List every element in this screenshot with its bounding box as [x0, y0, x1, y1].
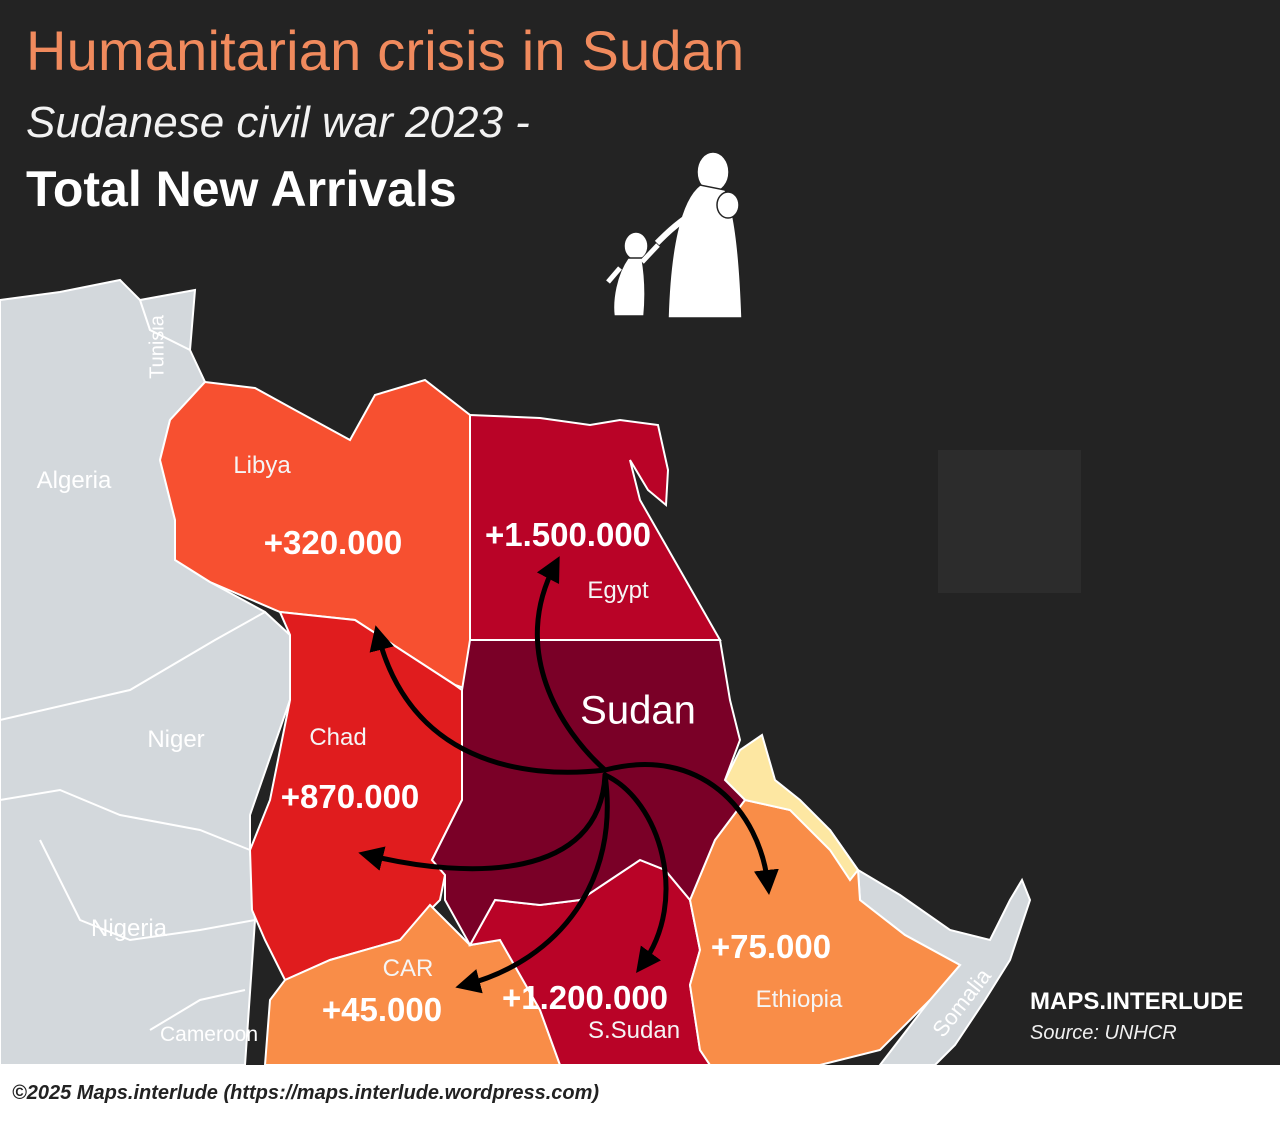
- value-south-sudan: +1.200.000: [501, 979, 669, 1016]
- arrow-to-libya: [369, 625, 608, 775]
- brand-name: MAPS.INTERLUDE: [1030, 988, 1244, 1015]
- arrow-to-car: [455, 772, 610, 994]
- map-svg: [0, 151, 1032, 1065]
- arrow-to-ethiopia: [602, 762, 779, 895]
- value-chad: +870.000: [280, 778, 420, 815]
- label-tunisia: Tunisia: [146, 315, 169, 379]
- label-sudan: Sudan: [580, 688, 696, 733]
- value-car: +45.000: [321, 991, 443, 1028]
- map-canvas: Humanitarian crisis in Sudan Sudanese ci…: [0, 0, 1280, 1065]
- page-subtitle: Sudanese civil war 2023 -: [26, 98, 530, 147]
- page-title: Humanitarian crisis in Sudan: [26, 19, 745, 82]
- label-niger: Niger: [147, 726, 205, 753]
- region-egypt: [469, 413, 722, 641]
- section-heading: Total New Arrivals: [26, 161, 457, 217]
- flow-arrows: [358, 556, 779, 994]
- label-car: CAR: [382, 955, 434, 982]
- value-libya: +320.000: [263, 524, 403, 561]
- label-egypt: Egypt: [587, 577, 649, 604]
- refugee-illustration-icon: [606, 151, 743, 319]
- arrow-to-south-sudan: [602, 772, 669, 974]
- arrow-to-chad: [358, 772, 608, 872]
- label-cameroon: Cameroon: [159, 1023, 259, 1046]
- label-ethiopia: Ethiopia: [755, 986, 843, 1013]
- source-note: Source: UNHCR: [1030, 1022, 1177, 1044]
- border-lines-west: [0, 299, 266, 1031]
- label-libya: Libya: [233, 452, 291, 479]
- label-chad: Chad: [309, 724, 367, 751]
- arrow-to-egypt: [535, 556, 608, 773]
- label-nigeria: Nigeria: [90, 915, 168, 942]
- logo-box: [938, 450, 1081, 593]
- label-south-sudan: S.Sudan: [587, 1017, 681, 1044]
- value-egypt: +1.500.000: [484, 516, 652, 553]
- copyright-footer: ©2025 Maps.interlude (https://maps.inter…: [12, 1082, 600, 1104]
- label-algeria: Algeria: [36, 467, 112, 494]
- region-eritrea: [723, 733, 860, 882]
- value-ethiopia: +75.000: [710, 928, 832, 965]
